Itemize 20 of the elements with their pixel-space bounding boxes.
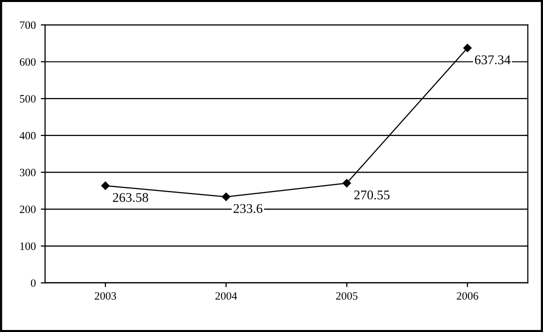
data-label: 263.58 [112, 193, 148, 202]
y-tick-label: 700 [20, 21, 36, 29]
y-tick-label: 0 [30, 279, 36, 287]
x-tick-label: 2005 [336, 292, 358, 300]
point [342, 179, 351, 188]
x-tick-label: 2004 [215, 292, 238, 300]
point [101, 182, 110, 190]
data-label: 233.6 [234, 204, 262, 214]
y-tick-label: 300 [20, 168, 36, 176]
y-tick-label: 600 [20, 58, 36, 66]
y-tick-label: 500 [20, 95, 36, 103]
data-label: 270.55 [354, 190, 390, 200]
point [222, 192, 230, 201]
y-tick-label: 200 [20, 206, 36, 214]
x-tick-label: 2006 [456, 292, 478, 300]
point [463, 44, 472, 52]
y-tick-label: 400 [20, 132, 36, 140]
x-tick-label: 2003 [94, 292, 116, 300]
data-label: 637.34 [474, 55, 510, 64]
y-tick-label: 100 [20, 242, 36, 250]
